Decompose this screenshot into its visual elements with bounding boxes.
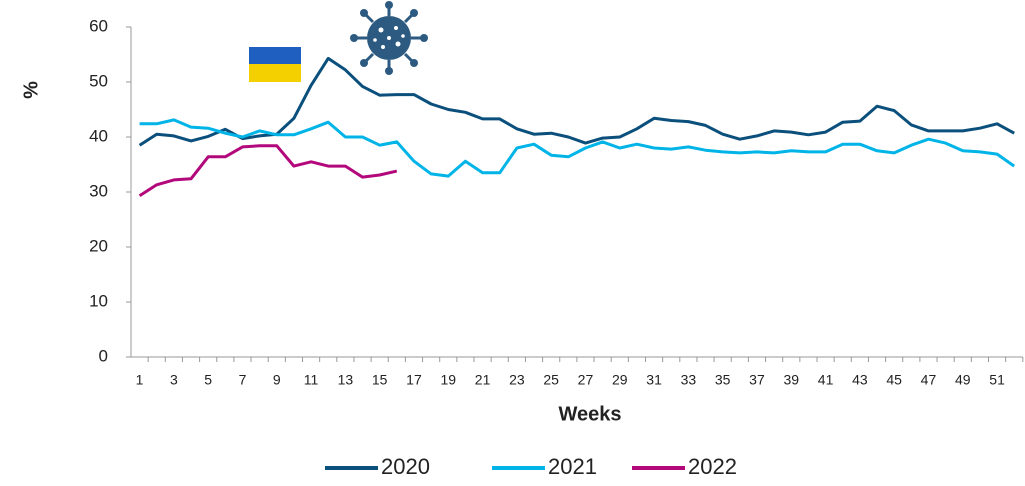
y-axis-label: % [20,81,42,99]
x-tick-label: 31 [646,372,662,388]
flag-blue [249,47,301,64]
series-line [138,56,1015,147]
x-tick-label: 17 [406,372,422,388]
y-tick-label: 60 [89,16,108,35]
y-tick-label: 50 [89,71,108,90]
x-tick-label: 23 [509,372,525,388]
x-tick-label: 3 [170,372,178,388]
x-tick-label: 39 [783,372,799,388]
flag-yellow [249,64,301,82]
x-tick-label: 1 [136,372,144,388]
x-tick-label: 13 [338,372,354,388]
y-tick-label: 20 [89,236,108,255]
x-tick-label: 19 [440,372,456,388]
ukraine-flag [249,47,301,82]
x-tick-label: 45 [886,372,902,388]
y-tick-label: 30 [89,181,108,200]
series-line [139,118,1016,178]
x-tick-label: 15 [372,372,388,388]
legend-label: 2021 [548,454,597,479]
y-tick-label: 0 [99,346,108,365]
x-tick-label: 37 [749,372,765,388]
x-tick-label: 5 [204,372,212,388]
x-tick-label: 47 [921,372,937,388]
legend-label: 2022 [688,454,737,479]
x-tick-label: 41 [818,372,834,388]
x-tick-label: 29 [612,372,628,388]
series-line [138,144,398,198]
y-tick-label: 10 [89,291,108,310]
x-tick-label: 25 [543,372,559,388]
x-tick-label: 43 [852,372,868,388]
x-tick-label: 9 [273,372,281,388]
x-tick-label: 27 [578,372,594,388]
x-tick-label: 35 [715,372,731,388]
virus-tips [350,1,428,75]
x-tick-label: 51 [989,372,1005,388]
x-tick-label: 11 [304,372,319,388]
virus-icon [350,1,428,75]
x-axis-label: Weeks [558,403,621,425]
y-tick-label: 40 [89,126,108,145]
x-tick-label: 33 [681,372,697,388]
x-tick-label: 21 [475,372,491,388]
legend-label: 2020 [381,454,430,479]
virus-dots [373,26,405,49]
x-tick-label: 49 [955,372,971,388]
x-tick-label: 7 [239,372,247,388]
